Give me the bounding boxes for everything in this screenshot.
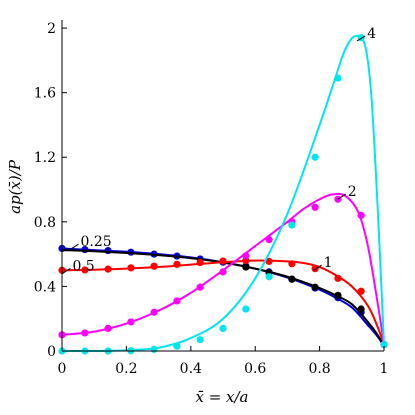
series-line-4 bbox=[61, 34, 385, 353]
series-point-4 bbox=[380, 340, 388, 349]
series-layer bbox=[58, 34, 388, 355]
series-point-0.5 bbox=[334, 291, 342, 299]
series-point-4 bbox=[219, 324, 227, 332]
series-point-2 bbox=[196, 283, 204, 291]
series-point-0.5 bbox=[311, 283, 319, 291]
series-point-2 bbox=[311, 203, 319, 211]
y-axis-label: ap(x̄)/P bbox=[6, 159, 24, 214]
x-tick-label: 0.6 bbox=[244, 361, 266, 377]
x-tick-label: 0.4 bbox=[180, 361, 202, 377]
x-tick-label: 0.8 bbox=[308, 361, 330, 377]
series-point-4 bbox=[334, 74, 342, 82]
annotation-label: 2 bbox=[348, 184, 357, 200]
series-line-2 bbox=[61, 192, 385, 345]
y-tick-label: 1.6 bbox=[34, 86, 56, 102]
series-point-1 bbox=[265, 257, 273, 265]
series-point-2 bbox=[173, 297, 181, 305]
annotation-leader bbox=[313, 264, 322, 271]
series-point-1 bbox=[104, 265, 112, 273]
series-point-2 bbox=[265, 235, 273, 244]
series-point-1 bbox=[334, 274, 342, 282]
annotation-label: 4 bbox=[367, 26, 376, 42]
annotation-label: 0.25 bbox=[80, 234, 111, 250]
series-point-2 bbox=[357, 211, 365, 219]
annotation-label: 1 bbox=[324, 255, 333, 271]
x-tick-label: 1 bbox=[380, 361, 389, 377]
annotation-layer: 4 2 1 0.25 0.5 bbox=[62, 26, 376, 274]
series-point-0.5 bbox=[288, 275, 296, 283]
x-tick-label: 0.2 bbox=[115, 361, 137, 377]
series-point-4 bbox=[311, 153, 319, 161]
y-tick-label: 0.8 bbox=[34, 215, 56, 231]
series-point-4 bbox=[173, 342, 181, 350]
series-point-4 bbox=[242, 305, 250, 313]
series-point-1 bbox=[311, 265, 319, 273]
series-point-1 bbox=[288, 260, 296, 268]
annotation-leader bbox=[62, 268, 71, 274]
series-point-2 bbox=[127, 318, 135, 326]
series-point-1 bbox=[196, 258, 204, 267]
x-tick-label: 0 bbox=[58, 361, 67, 377]
series-point-2 bbox=[150, 308, 158, 316]
y-tick-label: 0.4 bbox=[34, 279, 56, 295]
y-tick-label: 0 bbox=[47, 344, 56, 360]
y-tick-label: 1.2 bbox=[34, 150, 56, 166]
series-point-1 bbox=[81, 266, 89, 274]
series-point-4 bbox=[196, 336, 204, 344]
x-axis-label: x̄ = x/a bbox=[195, 388, 248, 406]
series-point-1 bbox=[173, 260, 181, 268]
series-point-2 bbox=[104, 324, 112, 332]
series-point-4 bbox=[265, 273, 273, 281]
series-point-2 bbox=[242, 252, 250, 260]
series-point-1 bbox=[357, 287, 365, 295]
series-point-0.5 bbox=[242, 263, 250, 271]
series-point-2 bbox=[219, 268, 227, 276]
axis-layer: 0 0.2 0.4 0.6 0.8 1 0 0.4 0.8 1.2 1.6 2 bbox=[34, 20, 389, 377]
series-point-1 bbox=[150, 262, 158, 270]
annotation-label: 0.5 bbox=[72, 258, 94, 274]
y-tick-label: 2 bbox=[47, 21, 56, 37]
annotation-leader bbox=[337, 193, 347, 200]
series-point-0.5 bbox=[357, 305, 365, 313]
series-line-1 bbox=[61, 259, 385, 345]
series-point-1 bbox=[219, 257, 227, 265]
series-point-4 bbox=[150, 345, 158, 353]
series-point-4 bbox=[288, 221, 296, 229]
series-1 bbox=[58, 256, 388, 349]
annotation-leader bbox=[356, 35, 366, 42]
series-point-2 bbox=[81, 329, 89, 337]
annotation-leader bbox=[70, 243, 79, 250]
series-point-1 bbox=[127, 264, 135, 272]
